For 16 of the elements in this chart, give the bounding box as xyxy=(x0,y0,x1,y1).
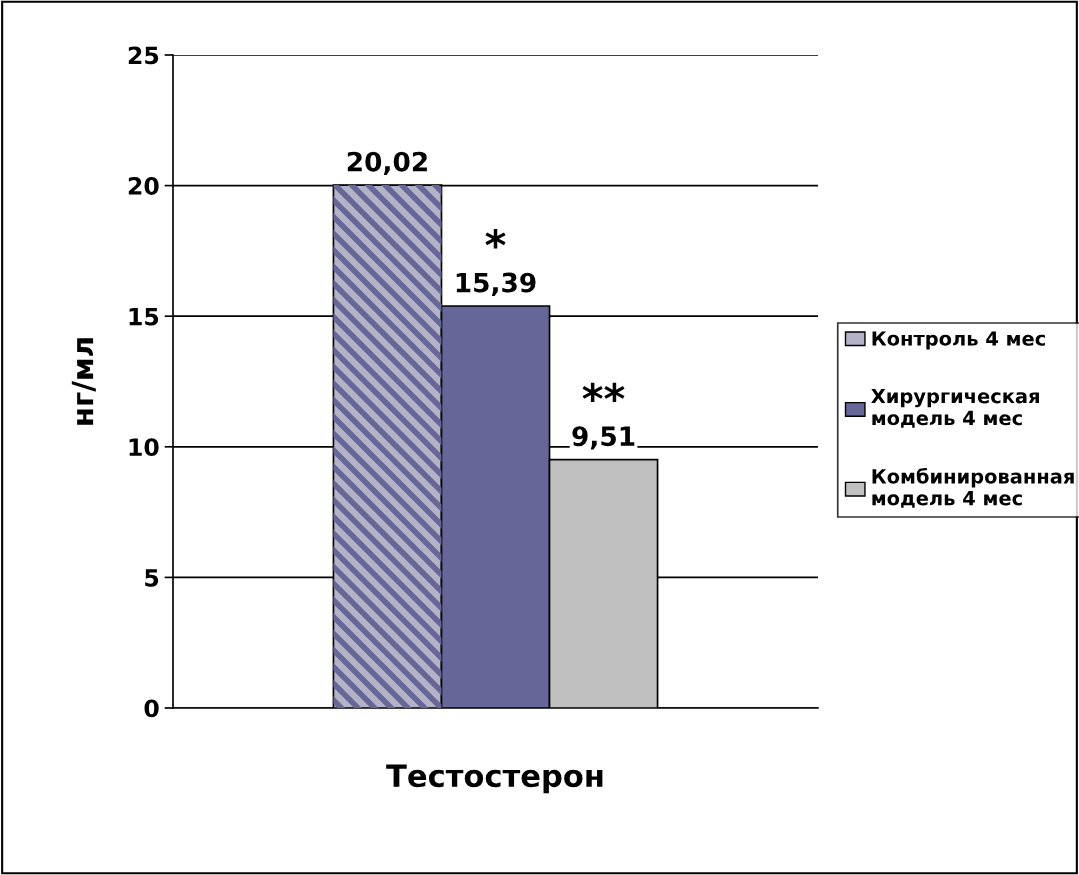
y-tick-label: 25 xyxy=(128,46,159,65)
y-tick-label: 10 xyxy=(129,438,159,457)
data-label: 15,39 xyxy=(456,272,536,296)
data-label: 20,02 xyxy=(347,151,427,175)
x-tick-label: Тестостерон xyxy=(386,764,603,794)
data-label: 9,51 xyxy=(572,426,635,450)
annotation: * xyxy=(485,229,506,249)
y-axis-title: нг/мл xyxy=(71,338,96,425)
annotation: ** xyxy=(582,382,625,403)
y-tick-label: 15 xyxy=(129,307,159,326)
legend-label: Хирургическая модель 4 мес xyxy=(871,388,1039,428)
y-tick-label: 0 xyxy=(144,699,159,718)
legend-label: Комбинированная модель 4 мес xyxy=(872,467,1074,508)
legend-label: Контроль 4 мес xyxy=(872,331,1045,350)
y-tick-label: 20 xyxy=(128,177,159,195)
y-tick-label: 5 xyxy=(145,569,159,587)
